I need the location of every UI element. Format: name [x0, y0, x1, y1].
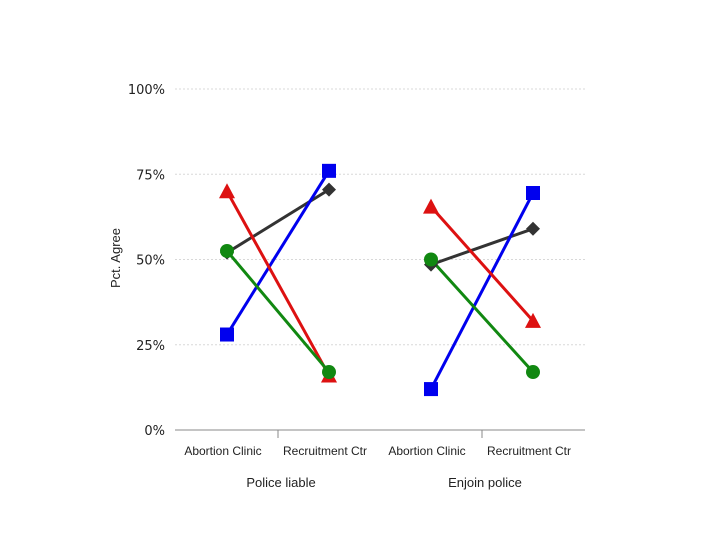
series-line [225, 190, 331, 377]
series-lines [225, 170, 535, 390]
circle-marker [220, 243, 234, 258]
diamond-marker [322, 182, 336, 197]
y-tick-label: 25% [136, 339, 165, 354]
circle-marker [526, 365, 540, 380]
triangle-marker [525, 312, 541, 328]
circle-marker [424, 252, 438, 267]
y-tick-label: 75% [136, 168, 165, 183]
series-line [429, 192, 535, 390]
gridlines [175, 88, 585, 346]
category-labels: Abortion Clinic Recruitment Ctr Abortion C… [184, 444, 571, 458]
group-label: Police liable [246, 475, 315, 490]
axes [175, 429, 585, 438]
category-label: Abortion Clinic [388, 444, 465, 458]
series-line [225, 250, 331, 373]
triangle-marker [423, 198, 439, 214]
category-label: Abortion Clinic [184, 444, 261, 458]
triangle-marker [219, 183, 235, 199]
category-label: Recruitment Ctr [487, 444, 571, 458]
diamond-marker [526, 221, 540, 236]
group-labels: Police liable Enjoin police [246, 475, 522, 490]
y-tick-labels: 0% 25% 50% 75% 100% [128, 83, 165, 439]
series-markers [219, 163, 541, 397]
y-tick-label: 50% [136, 254, 165, 269]
y-tick-label: 0% [144, 424, 165, 439]
circle-marker [322, 365, 336, 380]
series-line [429, 258, 535, 374]
series-line [225, 170, 331, 336]
y-axis-label: Pct. Agree [108, 228, 123, 288]
category-label: Recruitment Ctr [283, 444, 367, 458]
square-marker [526, 186, 540, 201]
square-marker [322, 163, 336, 178]
square-marker [220, 327, 234, 342]
y-tick-label: 100% [128, 83, 165, 98]
series-line [430, 227, 534, 267]
series-line [429, 205, 535, 322]
group-label: Enjoin police [448, 475, 522, 490]
square-marker [424, 382, 438, 397]
